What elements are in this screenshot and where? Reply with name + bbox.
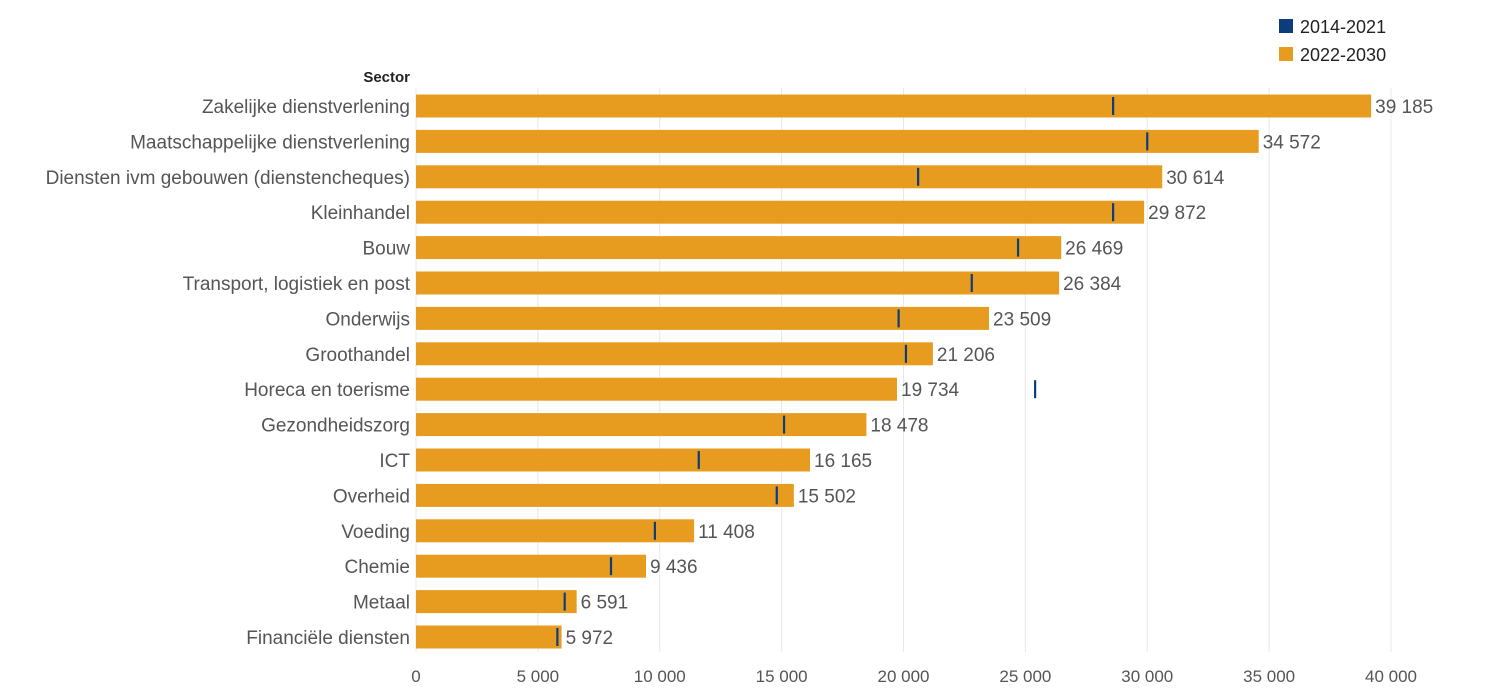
- category-label: ICT: [379, 451, 410, 472]
- category-label: Financiële diensten: [246, 628, 410, 649]
- markers: [556, 97, 1149, 646]
- value-label: 23 509: [993, 309, 1051, 330]
- x-tick-label: 0: [411, 667, 420, 686]
- value-label: 34 572: [1263, 132, 1321, 153]
- x-tick-label: 40 000: [1365, 667, 1417, 686]
- category-label: Diensten ivm gebouwen (dienstencheques): [46, 168, 410, 189]
- legend-swatch: [1279, 47, 1293, 61]
- category-label: Overheid: [333, 486, 410, 507]
- bar: [416, 94, 1372, 118]
- bar: [416, 519, 695, 543]
- category-label: Groothandel: [305, 345, 410, 366]
- value-label: 39 185: [1375, 97, 1433, 118]
- bar: [416, 165, 1163, 189]
- x-axis-ticks: 0 5 000 10 000 15 000 20 000 25 000 30 000 35 0…: [411, 667, 1417, 686]
- category-label: Metaal: [353, 593, 410, 614]
- x-tick-label: 15 000: [756, 667, 808, 686]
- x-tick-label: 5 000: [517, 667, 560, 686]
- value-label: 26 384: [1063, 274, 1122, 295]
- bar: [416, 377, 898, 401]
- category-label: Kleinhandel: [311, 203, 410, 224]
- category-label: Transport, logistiek en post: [183, 274, 411, 295]
- category-label: Bouw: [362, 239, 410, 260]
- legend-label: 2014-2021: [1300, 17, 1386, 37]
- bar: [416, 554, 647, 578]
- x-tick-label: 35 000: [1243, 667, 1295, 686]
- bar: [416, 236, 1062, 260]
- category-label: Gezondheidszorg: [261, 416, 410, 437]
- category-labels: Zakelijke dienstverlening Maatschappelijk…: [46, 97, 411, 649]
- bar: [416, 342, 933, 366]
- bar: [416, 271, 1060, 295]
- value-label: 15 502: [798, 486, 856, 507]
- value-label: 6 591: [581, 593, 629, 614]
- legend: 2014-2021 2022-2030: [1279, 17, 1386, 65]
- value-label: 26 469: [1065, 239, 1123, 260]
- x-tick-label: 20 000: [878, 667, 930, 686]
- bar: [416, 448, 811, 472]
- value-label: 16 165: [814, 451, 872, 472]
- bar: [416, 129, 1259, 153]
- bar: [416, 590, 577, 614]
- category-label: Zakelijke dienstverlening: [202, 97, 410, 118]
- category-label: Horeca en toerisme: [244, 380, 410, 401]
- value-label: 29 872: [1148, 203, 1206, 224]
- value-labels: 39 185 34 572 30 614 29 872 26 469 26 384 23 5…: [566, 97, 1434, 649]
- x-tick-label: 25 000: [999, 667, 1051, 686]
- value-label: 11 408: [698, 522, 755, 543]
- bar: [416, 200, 1145, 224]
- y-axis-title: Sector: [363, 69, 410, 86]
- legend-label: 2022-2030: [1300, 45, 1386, 65]
- x-tick-label: 30 000: [1121, 667, 1173, 686]
- value-label: 18 478: [870, 416, 928, 437]
- legend-swatch: [1279, 19, 1293, 33]
- value-label: 19 734: [901, 380, 960, 401]
- bar: [416, 483, 794, 507]
- value-label: 5 972: [566, 628, 614, 649]
- bar: [416, 625, 562, 649]
- value-label: 9 436: [650, 557, 698, 578]
- value-label: 21 206: [937, 345, 995, 366]
- value-label: 30 614: [1166, 168, 1225, 189]
- category-label: Maatschappelijke dienstverlening: [130, 132, 410, 153]
- category-label: Onderwijs: [326, 309, 410, 330]
- bar: [416, 306, 990, 330]
- x-tick-label: 10 000: [634, 667, 686, 686]
- category-label: Voeding: [341, 522, 410, 543]
- category-label: Chemie: [345, 557, 410, 578]
- bar: [416, 413, 867, 437]
- bars: [416, 94, 1372, 649]
